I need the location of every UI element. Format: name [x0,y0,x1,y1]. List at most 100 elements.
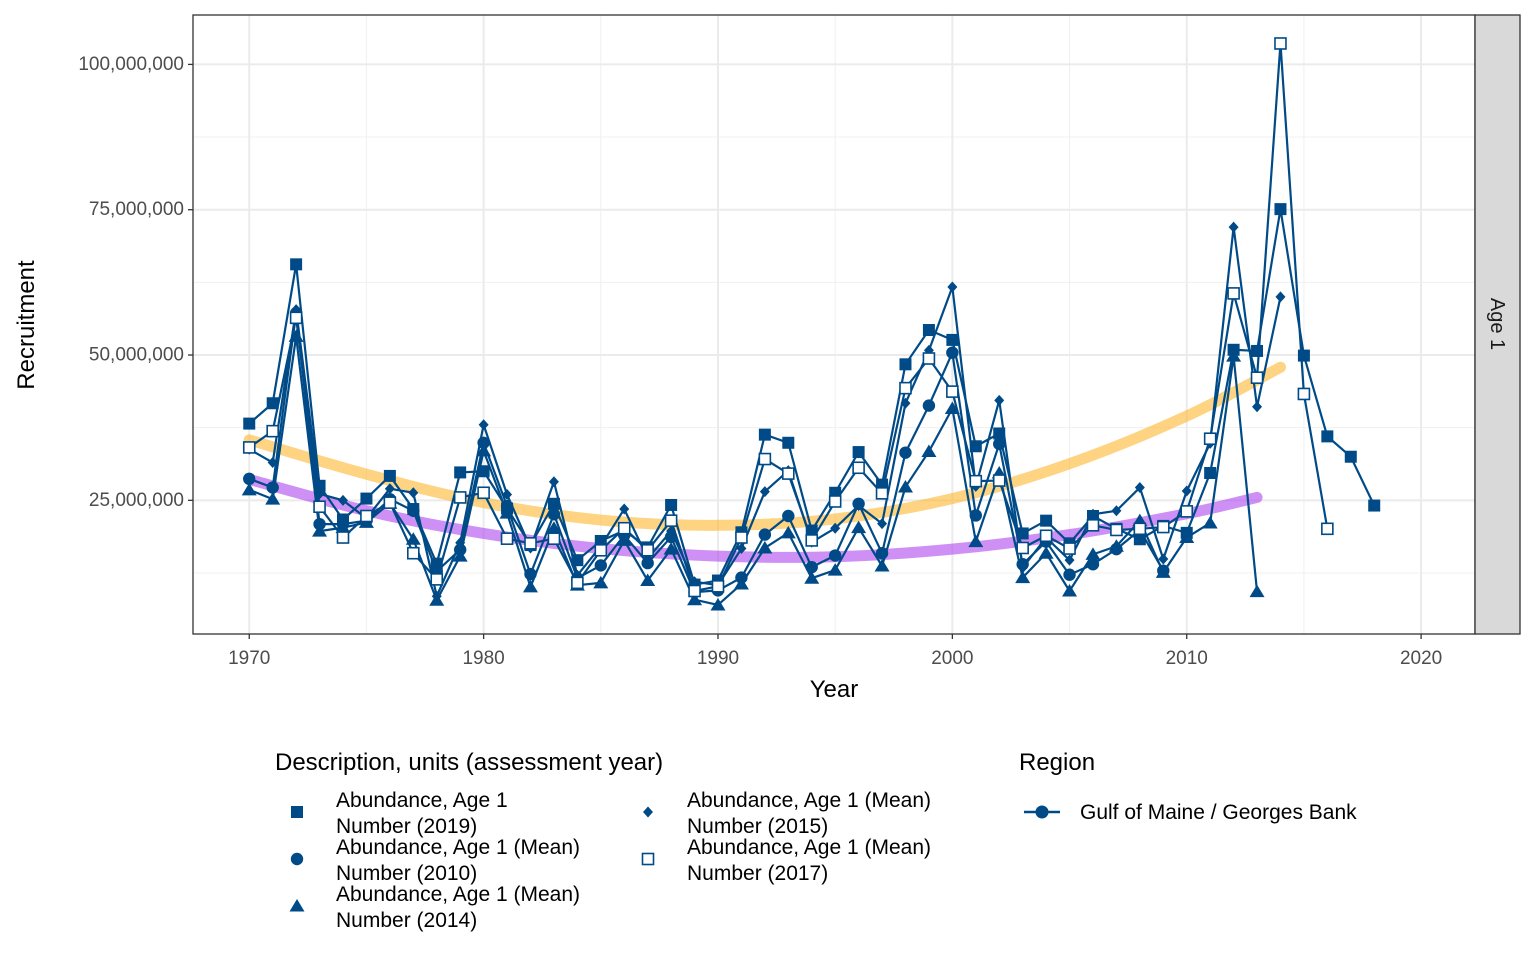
data-point [969,440,982,453]
data-point [243,417,256,430]
data-point [522,579,538,593]
data-point [1015,570,1031,584]
legend-item-line1: Abundance, Age 1 (Mean) [336,883,580,906]
data-point [360,492,373,505]
data-point [405,532,421,545]
legend-description: Description, units (assessment year) Abu… [275,749,931,932]
data-point [241,482,257,496]
data-point [946,346,959,359]
data-point [992,474,1006,487]
data-point [946,385,959,398]
data-series [241,37,1381,611]
data-point [267,457,278,469]
data-point [993,437,1006,451]
data-point [735,531,748,544]
data-point [1038,546,1054,559]
data-point [1368,499,1381,512]
data-point [1110,523,1123,537]
data-point [360,509,373,523]
data-point [1063,542,1076,555]
data-point [1040,514,1053,527]
legend-description-item: Abundance, Age 1 (Mean) Number (2015) [643,789,931,838]
data-point [1249,584,1265,598]
data-point [1017,562,1028,574]
data-point [1274,37,1287,50]
legend-diamond-filled-icon [643,806,653,818]
data-point [313,500,326,514]
data-point [1275,291,1286,303]
data-point [265,492,281,505]
data-point [664,514,678,527]
data-point [1181,485,1192,497]
facet-strip-label: Age 1 [1486,298,1508,350]
data-point [431,590,442,602]
x-axis-title: Year [810,676,859,703]
data-point [877,518,888,530]
data-point [805,534,819,547]
data-point [524,537,537,550]
data-point [243,472,256,486]
data-point [922,399,936,412]
data-point [899,446,912,459]
data-point [1274,203,1287,216]
data-point [478,419,489,431]
data-point [266,397,279,410]
data-point [617,521,631,535]
x-axis: 1970 1980 1990 2000 2010 2020 [228,634,1442,669]
data-point [757,540,773,554]
legend-item-line2: Number (2017) [687,862,828,885]
data-point [851,520,867,534]
data-point [1133,522,1147,536]
data-point [1155,565,1171,578]
legend-square-open-icon [641,852,655,866]
data-point [852,461,865,475]
data-point [407,546,420,560]
y-tick-label: 75,000,000 [89,199,184,220]
data-point [830,522,841,534]
data-point [758,452,772,466]
data-point [641,544,654,557]
data-point [1297,387,1311,401]
data-point [804,571,820,584]
data-point [688,584,701,598]
data-point [994,394,1005,406]
data-point [759,486,770,498]
data-point [1111,505,1122,517]
y-axis: 25,000,000 50,000,000 75,000,000 100,000,00… [78,54,193,511]
data-point [289,311,303,325]
data-point [1250,371,1264,384]
data-point [547,532,561,545]
data-point [782,509,795,523]
legend-square-filled-icon [291,806,303,818]
data-point [1204,467,1217,480]
legend-description-item: Abundance, Age 1 (Mean) Number (2014) [289,883,580,932]
x-tick-label: 2020 [1400,648,1442,669]
y-tick-label: 25,000,000 [89,490,184,511]
data-point [946,333,959,346]
data-point [665,498,678,511]
data-point [687,592,703,606]
data-point [1064,554,1075,566]
data-point [453,491,467,504]
data-point [337,494,348,506]
series-square-open [242,37,1334,598]
data-point [593,575,609,589]
data-point [335,520,351,534]
data-point [1086,519,1100,532]
data-point [853,500,864,512]
data-point [874,558,890,572]
data-point [969,474,983,488]
data-point [571,576,584,590]
facet-strip-background [1474,14,1521,635]
data-point [782,436,795,449]
data-point [1321,522,1334,536]
data-point [1321,430,1334,443]
data-point [455,537,466,549]
legend-description-item: Abundance, Age 1 (Mean) Number (2017) [641,836,931,885]
legend-item-line1: Abundance, Age 1 (Mean) [687,789,931,812]
data-point [594,559,608,572]
y-axis-title: Recruitment [13,260,40,390]
data-point [312,524,328,537]
data-point [640,573,656,587]
